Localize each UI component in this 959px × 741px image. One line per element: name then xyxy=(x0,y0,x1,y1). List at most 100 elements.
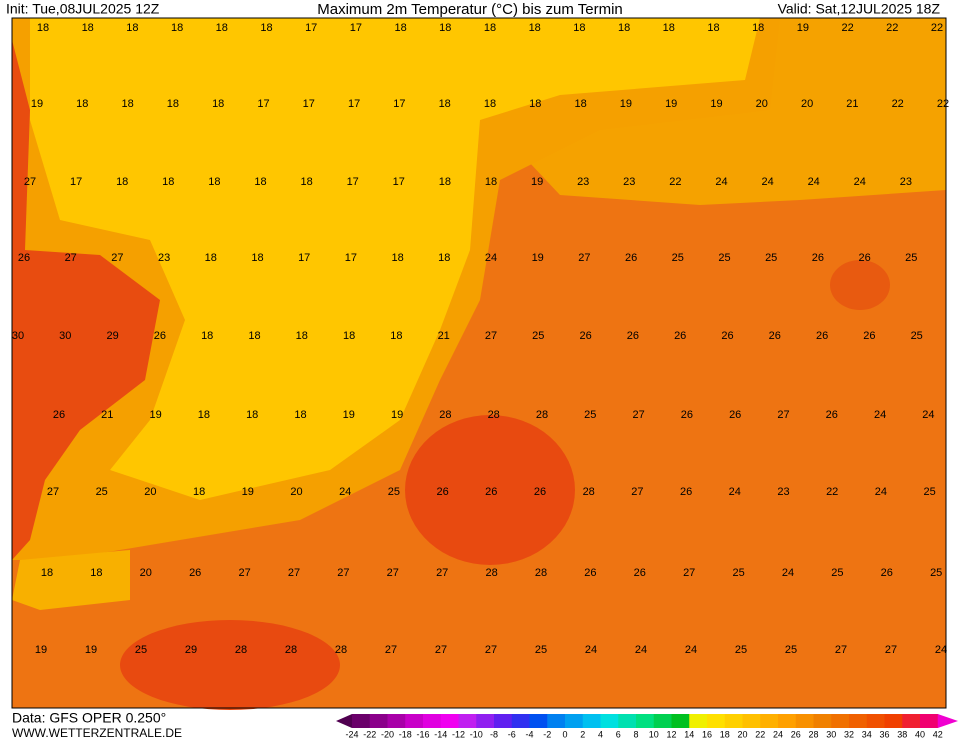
temperature-value: 26 xyxy=(721,330,733,342)
legend-swatch xyxy=(547,714,566,728)
legend-label: 14 xyxy=(684,729,694,739)
temperature-value: 18 xyxy=(193,486,205,498)
legend-label: 22 xyxy=(755,729,765,739)
temperature-value: 23 xyxy=(900,176,912,188)
temperature-value: 18 xyxy=(116,176,128,188)
temperature-value: 18 xyxy=(90,567,102,579)
temperature-value: 18 xyxy=(260,22,272,34)
legend-label: 4 xyxy=(598,729,603,739)
temperature-value: 27 xyxy=(288,567,300,579)
temperature-value: 28 xyxy=(235,644,247,656)
temperature-value: 24 xyxy=(485,252,497,264)
legend-label: 38 xyxy=(897,729,907,739)
temperature-value: 26 xyxy=(154,330,166,342)
temperature-value: 26 xyxy=(485,486,497,498)
temperature-value: 27 xyxy=(632,409,644,421)
legend-label: -12 xyxy=(452,729,465,739)
temperature-value: 25 xyxy=(735,644,747,656)
temperature-value: 27 xyxy=(578,252,590,264)
temperature-value: 26 xyxy=(53,409,65,421)
temperature-value: 18 xyxy=(391,252,403,264)
temperature-value: 23 xyxy=(158,252,170,264)
temperature-value: 18 xyxy=(529,98,541,110)
temperature-value: 26 xyxy=(729,409,741,421)
temperature-value: 18 xyxy=(439,98,451,110)
temperature-value: 27 xyxy=(337,567,349,579)
temperature-value: 26 xyxy=(863,330,875,342)
legend-arrow-high xyxy=(937,714,958,728)
temperature-value: 26 xyxy=(634,567,646,579)
valid-time: Valid: Sat,12JUL2025 18Z xyxy=(778,1,941,17)
legend-label: -18 xyxy=(399,729,412,739)
belgium-hot xyxy=(405,415,575,565)
temperature-value: 21 xyxy=(846,98,858,110)
legend-swatch xyxy=(423,714,442,728)
temperature-value: 19 xyxy=(710,98,722,110)
temperature-value: 18 xyxy=(485,176,497,188)
temperature-value: 26 xyxy=(584,567,596,579)
legend-swatch xyxy=(849,714,868,728)
temperature-value: 24 xyxy=(729,486,741,498)
temperature-value: 26 xyxy=(436,486,448,498)
temperature-value: 18 xyxy=(618,22,630,34)
legend-swatch xyxy=(636,714,655,728)
temperature-value: 18 xyxy=(254,176,266,188)
legend-label: 24 xyxy=(773,729,783,739)
temperature-value: 26 xyxy=(826,409,838,421)
temperature-value: 27 xyxy=(885,644,897,656)
legend-swatch xyxy=(653,714,672,728)
legend-label: 32 xyxy=(844,729,854,739)
temperature-value: 18 xyxy=(201,330,213,342)
legend-label: 42 xyxy=(933,729,943,739)
temperature-value: 27 xyxy=(385,644,397,656)
temperature-value: 19 xyxy=(797,22,809,34)
temperature-value: 24 xyxy=(875,486,887,498)
temperature-value: 27 xyxy=(435,644,447,656)
temperature-value: 18 xyxy=(37,22,49,34)
temperature-value: 26 xyxy=(681,409,693,421)
temperature-value: 23 xyxy=(777,486,789,498)
west-orange xyxy=(12,550,130,610)
temperature-value: 20 xyxy=(290,486,302,498)
map-title: Maximum 2m Temperatur (°C) bis zum Termi… xyxy=(317,1,623,18)
temperature-value: 18 xyxy=(707,22,719,34)
temperature-value: 26 xyxy=(680,486,692,498)
website: WWW.WETTERZENTRALE.DE xyxy=(12,726,182,740)
temperature-value: 27 xyxy=(65,252,77,264)
legend-swatch xyxy=(866,714,885,728)
uk-hot xyxy=(12,40,160,560)
legend-label: 6 xyxy=(616,729,621,739)
legend-label: 26 xyxy=(791,729,801,739)
temperature-value: 25 xyxy=(535,644,547,656)
temperature-value: 17 xyxy=(305,22,317,34)
temperature-value: 18 xyxy=(439,22,451,34)
map-frame xyxy=(11,17,947,709)
temperature-value: 18 xyxy=(205,252,217,264)
legend-label: -24 xyxy=(345,729,358,739)
temperature-value: 20 xyxy=(144,486,156,498)
temperature-value: 25 xyxy=(135,644,147,656)
legend-swatch xyxy=(387,714,406,728)
temperature-value: 22 xyxy=(931,22,943,34)
temperature-value: 18 xyxy=(394,22,406,34)
temperature-value: 24 xyxy=(715,176,727,188)
temperature-value: 23 xyxy=(577,176,589,188)
legend-swatch xyxy=(494,714,513,728)
temperature-value: 27 xyxy=(485,330,497,342)
temperature-value: 25 xyxy=(96,486,108,498)
temperature-value: 27 xyxy=(387,567,399,579)
init-time: Init: Tue,08JUL2025 12Z xyxy=(6,1,160,17)
temperature-value: 26 xyxy=(625,252,637,264)
temperature-value: 24 xyxy=(685,644,697,656)
temperature-value: 26 xyxy=(816,330,828,342)
france-hot xyxy=(120,620,340,710)
temperature-value: 17 xyxy=(257,98,269,110)
legend-label: 20 xyxy=(737,729,747,739)
temperature-value: 27 xyxy=(24,176,36,188)
legend-label: 2 xyxy=(580,729,585,739)
temperature-value: 24 xyxy=(782,567,794,579)
temperature-value: 26 xyxy=(812,252,824,264)
legend-label: 12 xyxy=(666,729,676,739)
temperature-value: 17 xyxy=(393,176,405,188)
